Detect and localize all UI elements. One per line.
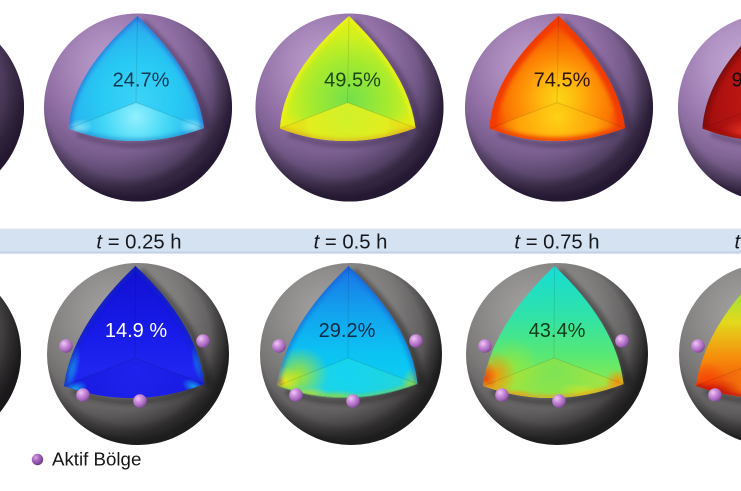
svg-text:29.2%: 29.2% <box>319 320 376 342</box>
svg-text:14.9 %: 14.9 % <box>105 320 167 342</box>
svg-text:99.4%: 99.4% <box>732 70 741 92</box>
svg-text:t = 0.25 h: t = 0.25 h <box>96 232 181 254</box>
svg-text:t = 0.75 h: t = 0.75 h <box>514 232 599 254</box>
svg-text:43.4%: 43.4% <box>529 320 586 342</box>
svg-text:t = 0.5 h: t = 0.5 h <box>314 232 388 254</box>
svg-text:24.7%: 24.7% <box>113 70 170 92</box>
svg-text:74.5%: 74.5% <box>534 70 591 92</box>
svg-text:t = 1 h: t = 1 h <box>735 232 741 254</box>
svg-text:49.5%: 49.5% <box>324 70 381 92</box>
svg-text:Aktif Bölge: Aktif Bölge <box>52 449 141 470</box>
